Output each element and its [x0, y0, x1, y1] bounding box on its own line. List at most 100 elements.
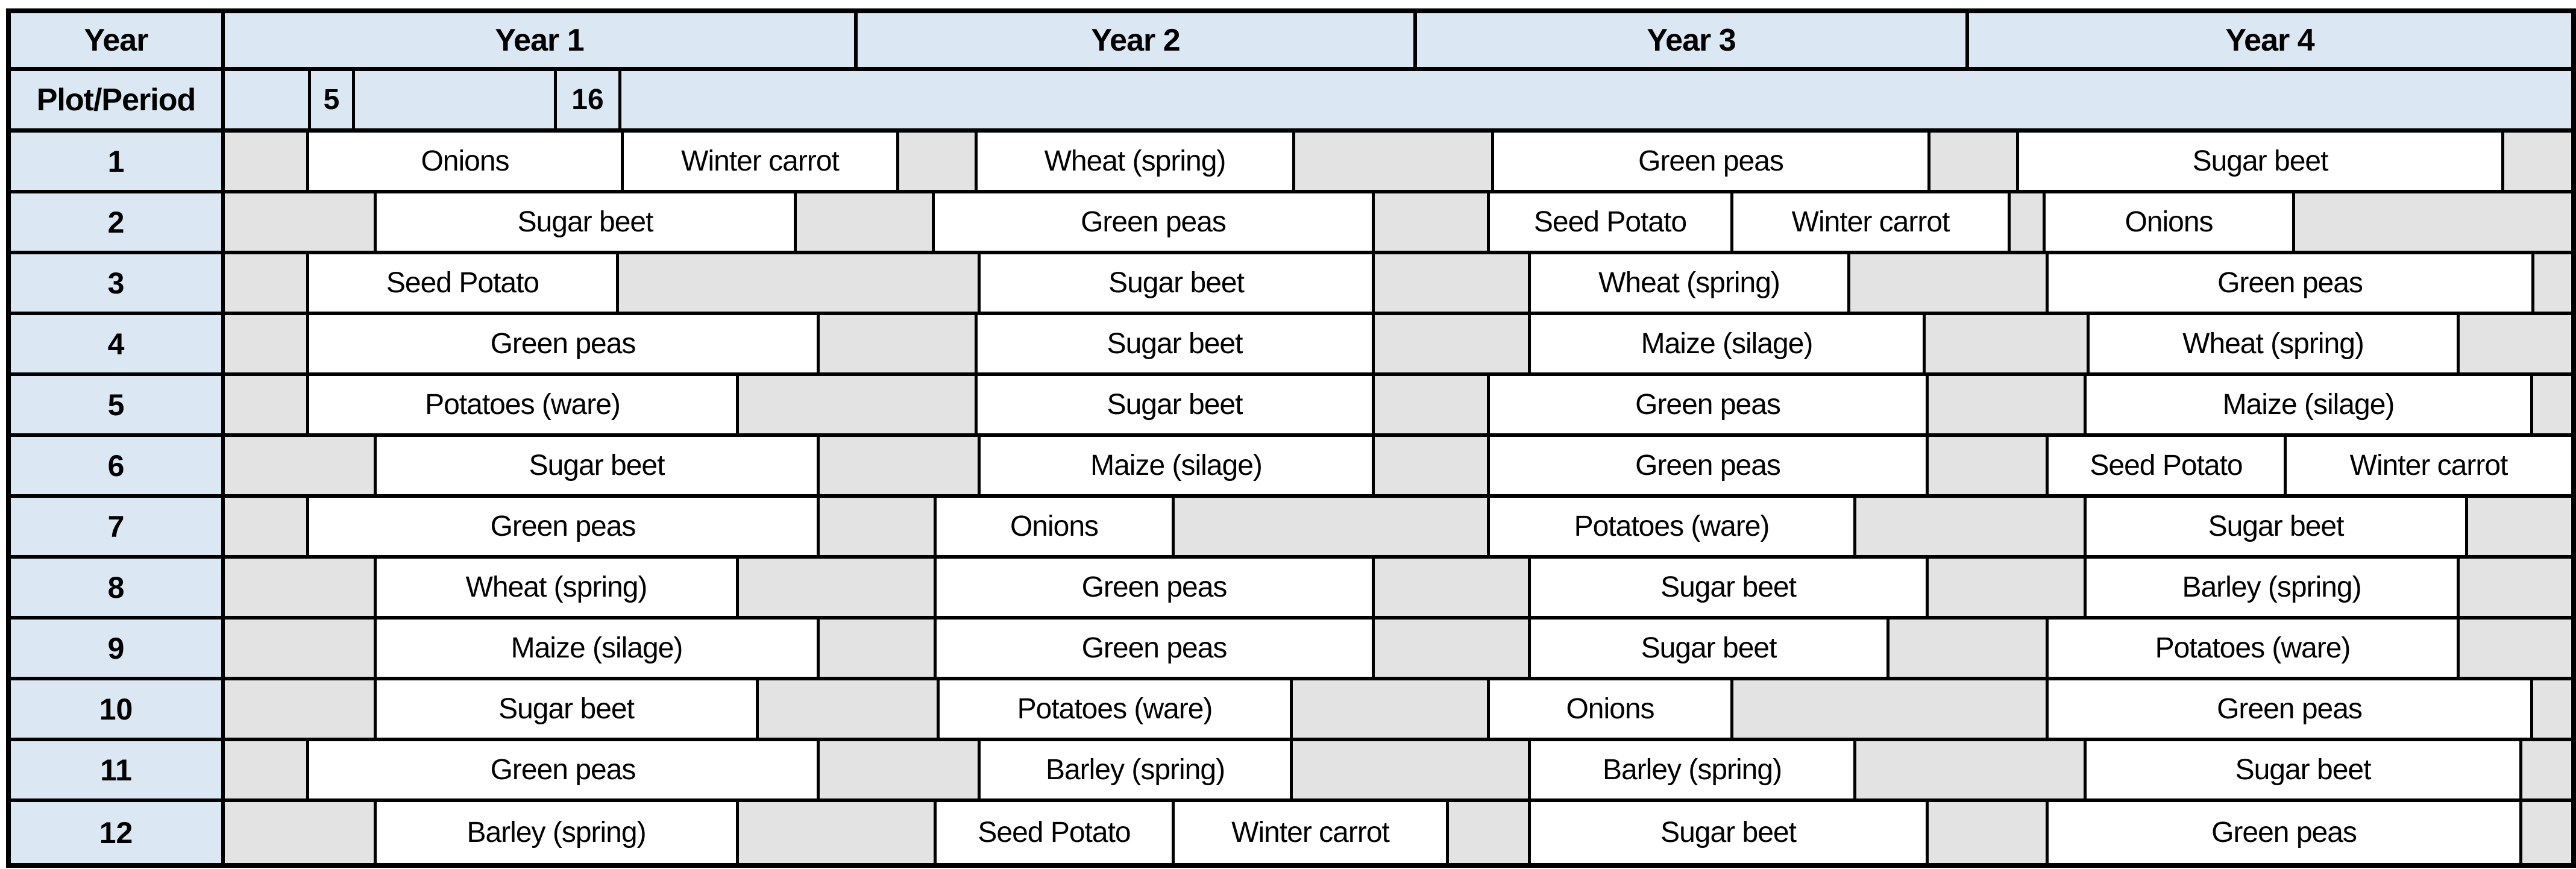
crop-bar[interactable]: Barley (spring)	[2084, 559, 2457, 616]
empty-period-cell	[225, 376, 306, 433]
empty-period-cell	[794, 193, 932, 251]
empty-period-cell	[817, 437, 978, 494]
crop-bar[interactable]: Winter carrot	[1172, 802, 1446, 863]
plot-number-cell: 9	[11, 620, 225, 677]
crop-bar[interactable]: Sugar beet	[2016, 133, 2501, 190]
crop-bar[interactable]: Onions	[306, 133, 621, 190]
crop-bar[interactable]: Maize (silage)	[978, 437, 1372, 494]
crop-bar[interactable]: Barley (spring)	[1528, 741, 1853, 798]
empty-period-cell	[1292, 133, 1491, 190]
empty-period-cell	[2530, 680, 2571, 738]
crop-bar[interactable]: Winter carrot	[2284, 437, 2571, 494]
crop-bar[interactable]: Sugar beet	[374, 437, 817, 494]
crop-bar[interactable]: Barley (spring)	[374, 802, 736, 863]
empty-period-cell	[817, 498, 934, 555]
crop-bar[interactable]: Potatoes (ware)	[2046, 620, 2457, 677]
plot-number-cell: 11	[11, 741, 225, 798]
crop-bar[interactable]: Sugar beet	[975, 315, 1372, 372]
plot-number-cell: 2	[11, 193, 225, 251]
empty-period-cell	[817, 620, 934, 677]
empty-period-cell	[756, 680, 937, 738]
empty-period-cell	[1886, 620, 2046, 677]
empty-period-cell	[225, 802, 374, 863]
empty-period-cell	[225, 193, 374, 251]
crop-bar[interactable]: Sugar beet	[2084, 498, 2465, 555]
crop-bar[interactable]: Green peas	[2046, 680, 2530, 738]
crop-bar[interactable]: Sugar beet	[1528, 620, 1886, 677]
empty-period-cell	[1290, 741, 1528, 798]
crop-bar[interactable]: Potatoes (ware)	[937, 680, 1290, 738]
crop-bar[interactable]: Seed Potato	[306, 254, 616, 312]
plot-number-cell: 7	[11, 498, 225, 555]
empty-period-cell	[2531, 254, 2571, 312]
empty-period-cell	[2457, 620, 2571, 677]
plot-row: 9 Maize (silage) Green peas Sugar beet Potat…	[11, 620, 2571, 680]
crop-bar[interactable]: Seed Potato	[1487, 193, 1730, 251]
crop-bar[interactable]: Sugar beet	[1528, 559, 1926, 616]
year-header-row: Year Year 1 Year 2 Year 3 Year 4	[11, 13, 2571, 71]
empty-period-cell	[225, 680, 374, 738]
empty-period-cell	[736, 802, 934, 863]
empty-period-cell	[1372, 559, 1528, 616]
crop-bar[interactable]: Potatoes (ware)	[306, 376, 736, 433]
empty-period-cell	[896, 133, 975, 190]
empty-period-cell	[1372, 376, 1487, 433]
crop-bar[interactable]: Green peas	[306, 315, 817, 372]
crop-bar[interactable]: Wheat (spring)	[374, 559, 736, 616]
empty-period-cell	[1926, 437, 2046, 494]
period-cell: 16	[554, 71, 621, 128]
empty-period-cell	[616, 254, 978, 312]
crop-bar[interactable]: Potatoes (ware)	[1487, 498, 1853, 555]
crop-bar[interactable]: Sugar beet	[978, 254, 1372, 312]
plot-number-cell: 6	[11, 437, 225, 494]
period-cell	[352, 71, 554, 128]
crop-bar[interactable]: Sugar beet	[2084, 741, 2519, 798]
crop-bar[interactable]: Wheat (spring)	[1528, 254, 1847, 312]
year-cell: Year 3	[1413, 13, 1965, 67]
empty-period-cell	[1926, 559, 2084, 616]
crop-bar[interactable]: Onions	[1487, 680, 1730, 738]
plot-period-label: Plot/Period	[11, 71, 225, 128]
crop-bar[interactable]: Green peas	[934, 620, 1372, 677]
crop-bar[interactable]: Sugar beet	[1528, 802, 1926, 863]
empty-period-cell	[225, 498, 306, 555]
crop-bar[interactable]: Sugar beet	[374, 680, 756, 738]
crop-bar[interactable]: Green peas	[1491, 133, 1927, 190]
crop-bar[interactable]: Maize (silage)	[374, 620, 817, 677]
crop-bar[interactable]: Onions	[2043, 193, 2292, 251]
crop-bar[interactable]: Sugar beet	[975, 376, 1372, 433]
crop-bar[interactable]: Green peas	[2046, 802, 2519, 863]
crop-bar[interactable]: Seed Potato	[2046, 437, 2284, 494]
crop-bar[interactable]: Green peas	[1487, 437, 1926, 494]
crop-bar[interactable]: Onions	[934, 498, 1172, 555]
crop-bar[interactable]: Seed Potato	[934, 802, 1172, 863]
crop-bar[interactable]: Sugar beet	[374, 193, 794, 251]
crop-bar[interactable]: Wheat (spring)	[2087, 315, 2457, 372]
empty-period-cell	[817, 741, 978, 798]
crop-bar[interactable]: Green peas	[932, 193, 1372, 251]
empty-period-cell	[1372, 620, 1528, 677]
plot-row: 2 Sugar beet Green peas Seed Potato Winter c…	[11, 193, 2571, 254]
crop-bar[interactable]: Winter carrot	[1730, 193, 2008, 251]
empty-period-cell	[225, 559, 374, 616]
crop-bar[interactable]: Wheat (spring)	[975, 133, 1292, 190]
crop-bar[interactable]: Maize (silage)	[1528, 315, 1923, 372]
empty-period-cell	[225, 133, 306, 190]
crop-bar[interactable]: Barley (spring)	[978, 741, 1290, 798]
plot-number-cell: 12	[11, 802, 225, 863]
crop-bar[interactable]: Maize (silage)	[2084, 376, 2530, 433]
crop-bar[interactable]: Green peas	[934, 559, 1372, 616]
empty-period-cell	[1923, 315, 2087, 372]
year-cell: Year 4	[1965, 13, 2571, 67]
empty-period-cell	[1926, 376, 2084, 433]
crop-bar[interactable]: Green peas	[306, 498, 817, 555]
crop-bar[interactable]: Winter carrot	[621, 133, 896, 190]
year-cell: Year 2	[854, 13, 1413, 67]
crop-bar[interactable]: Green peas	[2046, 254, 2531, 312]
empty-period-cell	[1372, 193, 1487, 251]
plot-row: 10 Sugar beet Potatoes (ware) Onions Green p…	[11, 680, 2571, 741]
empty-period-cell	[1847, 254, 2046, 312]
crop-bar[interactable]: Green peas	[1487, 376, 1926, 433]
crop-bar[interactable]: Green peas	[306, 741, 817, 798]
